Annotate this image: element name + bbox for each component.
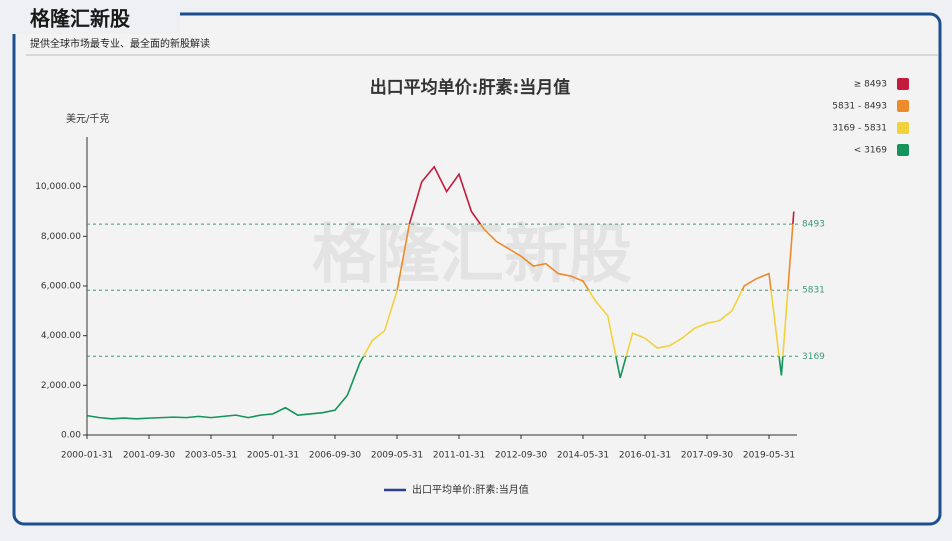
y-tick-label: 2,000.00 (41, 381, 81, 391)
piece-label: 5831 - 8493 (832, 102, 887, 112)
threshold-label: 8493 (802, 220, 825, 230)
chart-title: 出口平均单价:肝素:当月值 (370, 77, 571, 98)
x-tick-label: 2017-09-30 (681, 451, 734, 461)
x-tick-label: 2006-09-30 (309, 451, 362, 461)
x-tick-label: 2016-01-31 (619, 451, 671, 461)
piece-label: 3169 - 5831 (832, 124, 887, 134)
y-tick-label: 10,000.00 (35, 182, 81, 192)
y-tick-label: 4,000.00 (41, 331, 81, 341)
threshold-label: 5831 (802, 286, 825, 296)
x-tick-label: 2001-09-30 (123, 451, 176, 461)
x-tick-label: 2011-01-31 (433, 451, 485, 461)
x-tick-label: 2012-09-30 (495, 451, 548, 461)
x-tick-label: 2019-05-31 (743, 451, 795, 461)
y-tick-label: 0.00 (61, 431, 81, 441)
piece-swatch (897, 144, 909, 156)
piece-label: ≥ 8493 (854, 80, 887, 90)
x-tick-label: 2009-05-31 (371, 451, 423, 461)
logo-backdrop (0, 0, 180, 34)
x-tick-label: 2014-05-31 (557, 451, 609, 461)
piece-swatch (897, 78, 909, 90)
piece-swatch (897, 122, 909, 134)
frame (12, 12, 942, 526)
piece-label: < 3169 (854, 146, 888, 156)
series-line (86, 165, 795, 420)
x-tick-label: 2000-01-31 (61, 451, 113, 461)
y-axis-label: 美元/千克 (66, 112, 109, 125)
threshold-label: 3169 (802, 352, 825, 362)
logo-title: 格隆汇新股 (30, 7, 130, 31)
piece-swatch (897, 100, 909, 112)
y-tick-label: 8,000.00 (41, 232, 81, 242)
y-tick-label: 6,000.00 (41, 282, 81, 292)
logo-subtitle: 提供全球市场最专业、最全面的新股解读 (30, 37, 210, 50)
legend-label: 出口平均单价:肝素:当月值 (412, 483, 529, 496)
x-tick-label: 2003-05-31 (185, 451, 237, 461)
x-tick-label: 2005-01-31 (247, 451, 299, 461)
